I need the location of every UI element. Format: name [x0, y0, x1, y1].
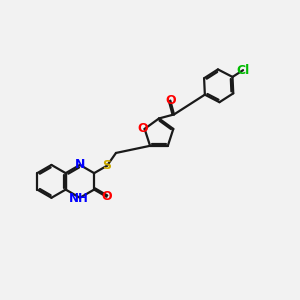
Text: O: O — [165, 94, 175, 107]
Text: NH: NH — [68, 192, 88, 205]
Text: O: O — [138, 122, 148, 135]
Text: Cl: Cl — [236, 64, 250, 77]
Text: O: O — [101, 190, 112, 203]
Text: N: N — [75, 158, 85, 171]
Text: S: S — [103, 159, 112, 172]
